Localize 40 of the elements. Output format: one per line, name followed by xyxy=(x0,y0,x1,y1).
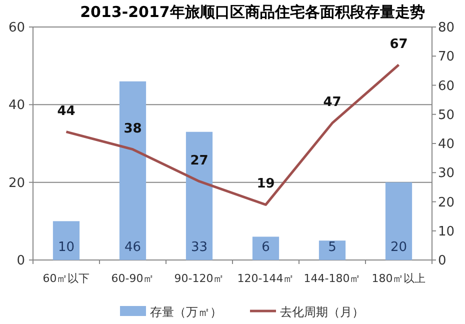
x-tick-label: 144-180㎡ xyxy=(304,272,361,285)
y2-tick-label: 0 xyxy=(438,254,446,269)
data-label: 44 xyxy=(57,104,76,119)
data-label: 47 xyxy=(323,95,342,110)
x-tick-label: 120-144㎡ xyxy=(237,272,294,285)
y2-tick-label: 20 xyxy=(438,195,455,210)
data-label: 67 xyxy=(390,36,408,52)
y2-tick-label: 30 xyxy=(438,166,455,182)
x-tick-label: 60㎡以下 xyxy=(42,272,90,285)
bar xyxy=(186,132,213,260)
chart-title: 2013-2017年旅顺口区商品住宅各面积段存量走势 xyxy=(80,3,425,21)
data-label: 5 xyxy=(328,240,336,255)
y2-tick-label: 70 xyxy=(438,50,455,65)
data-label: 10 xyxy=(58,240,75,255)
y2-tick-label: 60 xyxy=(438,78,455,94)
y-tick-label: 20 xyxy=(8,176,25,191)
bar xyxy=(385,182,412,260)
x-tick-label: 60-90㎡ xyxy=(111,272,154,285)
y-tick-label: 40 xyxy=(8,98,25,114)
y2-tick-label: 10 xyxy=(438,224,455,240)
data-label: 19 xyxy=(256,176,275,192)
y-tick-label: 60 xyxy=(8,20,25,36)
legend-label: 去化周期（月） xyxy=(280,305,364,320)
y2-tick-label: 80 xyxy=(438,20,455,36)
data-label: 38 xyxy=(124,121,142,136)
y-tick-label: 0 xyxy=(16,254,25,269)
bar xyxy=(52,221,80,260)
x-tick-label: 90-120㎡ xyxy=(174,272,224,285)
data-label: 6 xyxy=(262,240,270,255)
legend-label: 存量（万㎡） xyxy=(150,305,222,320)
y2-tick-label: 40 xyxy=(438,137,455,152)
data-label: 20 xyxy=(390,240,408,255)
x-tick-label: 180㎡以上 xyxy=(372,272,426,285)
bar xyxy=(252,236,280,260)
data-label: 46 xyxy=(124,240,142,255)
data-label: 27 xyxy=(190,153,208,168)
data-label: 33 xyxy=(190,240,208,255)
bar xyxy=(119,81,146,260)
y2-tick-label: 50 xyxy=(438,108,455,123)
bar xyxy=(318,240,346,260)
